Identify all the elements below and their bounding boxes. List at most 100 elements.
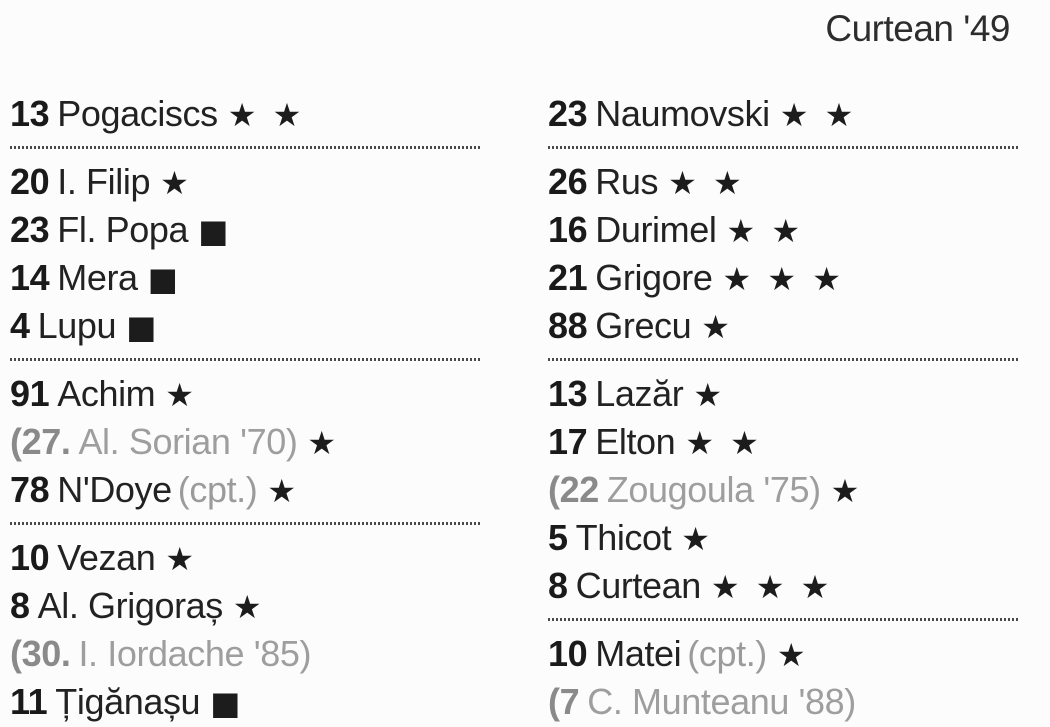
player-number: 17	[548, 421, 588, 462]
player-name: Durimel	[595, 209, 717, 250]
player-number: 4	[10, 305, 30, 346]
player-number: 91	[10, 373, 50, 414]
player-number: 13	[548, 373, 588, 414]
player-name: Grigore	[595, 257, 713, 298]
player-rating-stars: ★	[160, 164, 192, 202]
player-name: Thicot	[575, 517, 672, 558]
player-number: 8	[548, 565, 568, 606]
player-name: Pogaciscs	[57, 93, 218, 134]
player-number: (27.	[10, 421, 71, 462]
player-rating-stars: ★ ★	[668, 164, 745, 202]
player-number: 13	[10, 93, 50, 134]
player-number: 14	[10, 257, 50, 298]
player-number: (22	[548, 469, 599, 510]
player-number: (7	[548, 681, 580, 722]
player-name: C. Munteanu '88)	[587, 681, 856, 722]
player-row: 13 Pogaciscs ★ ★	[10, 90, 488, 138]
player-rating-stars: ★	[307, 424, 340, 462]
player-name: Curtean	[575, 565, 702, 606]
lineup-right-column: 23 Naumovski ★ ★ 26 Rus ★ ★ 16 Durimel ★ ★ 21 G…	[548, 90, 1026, 726]
player-row: 78 N'Doye (cpt.) ★	[10, 466, 488, 514]
player-name: N'Doye	[57, 469, 172, 510]
substitute-row: (7 C. Munteanu '88)	[548, 678, 1026, 726]
player-number: 21	[548, 257, 588, 298]
player-name: Naumovski	[595, 93, 770, 134]
player-name: Matei	[595, 633, 682, 674]
player-number: 20	[10, 161, 50, 202]
captain-note: (cpt.)	[687, 633, 767, 674]
player-row: 4 Lupu ■	[10, 302, 488, 350]
player-rating-square: ■	[210, 684, 244, 722]
player-rating-stars: ★	[830, 472, 863, 510]
player-number: 26	[548, 161, 588, 202]
player-name: Al. Sorian '70)	[78, 421, 298, 462]
player-number: 78	[10, 469, 50, 510]
player-row: 20 I. Filip ★	[10, 158, 488, 206]
player-rating-stars: ★ ★	[779, 96, 857, 134]
player-name: Lupu	[37, 305, 117, 346]
divider	[10, 522, 480, 525]
player-name: Rus	[595, 161, 659, 202]
player-name: Grecu	[595, 305, 692, 346]
player-name: Elton	[595, 421, 676, 462]
player-row: 8 Al. Grigoraș ★	[10, 582, 488, 630]
player-rating-square: ■	[198, 212, 232, 250]
player-row: 10 Matei (cpt.) ★	[548, 630, 1026, 678]
player-number: 10	[10, 537, 50, 578]
player-row: 8 Curtean ★ ★ ★	[548, 562, 1026, 610]
player-name: Mera	[57, 257, 138, 298]
substitute-row: (27. Al. Sorian '70) ★	[10, 418, 488, 466]
player-name: Țigănașu	[55, 681, 201, 722]
player-row: 14 Mera ■	[10, 254, 488, 302]
player-rating-stars: ★	[232, 588, 265, 626]
player-row: 5 Thicot ★	[548, 514, 1026, 562]
player-row: 16 Durimel ★ ★	[548, 206, 1026, 254]
player-number: 10	[548, 633, 588, 674]
player-rating-stars: ★	[165, 376, 197, 414]
player-row: 10 Vezan ★	[10, 534, 488, 582]
player-row: 26 Rus ★ ★	[548, 158, 1026, 206]
player-number: 16	[548, 209, 588, 250]
player-number: 23	[548, 93, 588, 134]
player-name: Lazăr	[595, 373, 684, 414]
player-name: I. Iordache '85)	[78, 633, 312, 674]
divider	[10, 146, 480, 149]
player-row: 17 Elton ★ ★	[548, 418, 1026, 466]
player-row: 13 Lazăr ★	[548, 370, 1026, 418]
player-rating-stars: ★	[681, 520, 713, 558]
scorer-note: Curtean '49	[825, 8, 1010, 49]
divider	[548, 358, 1018, 361]
player-number: 8	[10, 585, 30, 626]
player-rating-stars: ★	[776, 636, 809, 674]
divider	[10, 358, 480, 361]
player-rating-square: ■	[126, 308, 160, 346]
player-number: 11	[10, 681, 48, 722]
player-rating-stars: ★	[267, 472, 300, 510]
captain-note: (cpt.)	[177, 469, 258, 510]
player-rating-stars: ★ ★	[726, 212, 804, 250]
player-row: 91 Achim ★	[10, 370, 488, 418]
divider	[548, 618, 1018, 621]
player-name: Vezan	[57, 537, 156, 578]
player-rating-stars: ★ ★	[685, 424, 762, 462]
player-row: 11 Țigănașu ■	[10, 678, 488, 726]
player-rating-stars: ★ ★ ★	[722, 260, 844, 298]
player-number: (30.	[10, 633, 71, 674]
player-row: 88 Grecu ★	[548, 302, 1026, 350]
player-rating-stars: ★	[693, 376, 725, 414]
divider	[548, 146, 1018, 149]
player-name: Zougoula '75)	[606, 469, 821, 510]
player-number: 5	[548, 517, 568, 558]
player-rating-square: ■	[147, 260, 181, 298]
player-row: 21 Grigore ★ ★ ★	[548, 254, 1026, 302]
player-rating-stars: ★ ★ ★	[710, 568, 833, 606]
player-row: 23 Naumovski ★ ★	[548, 90, 1026, 138]
player-name: Fl. Popa	[57, 209, 189, 250]
player-name: Achim	[57, 373, 156, 414]
player-name: Al. Grigoraș	[37, 585, 224, 626]
player-rating-stars: ★	[165, 540, 198, 578]
player-row: 23 Fl. Popa ■	[10, 206, 488, 254]
substitute-row: (30. I. Iordache '85)	[10, 630, 488, 678]
player-number: 88	[548, 305, 588, 346]
substitute-row: (22 Zougoula '75) ★	[548, 466, 1026, 514]
